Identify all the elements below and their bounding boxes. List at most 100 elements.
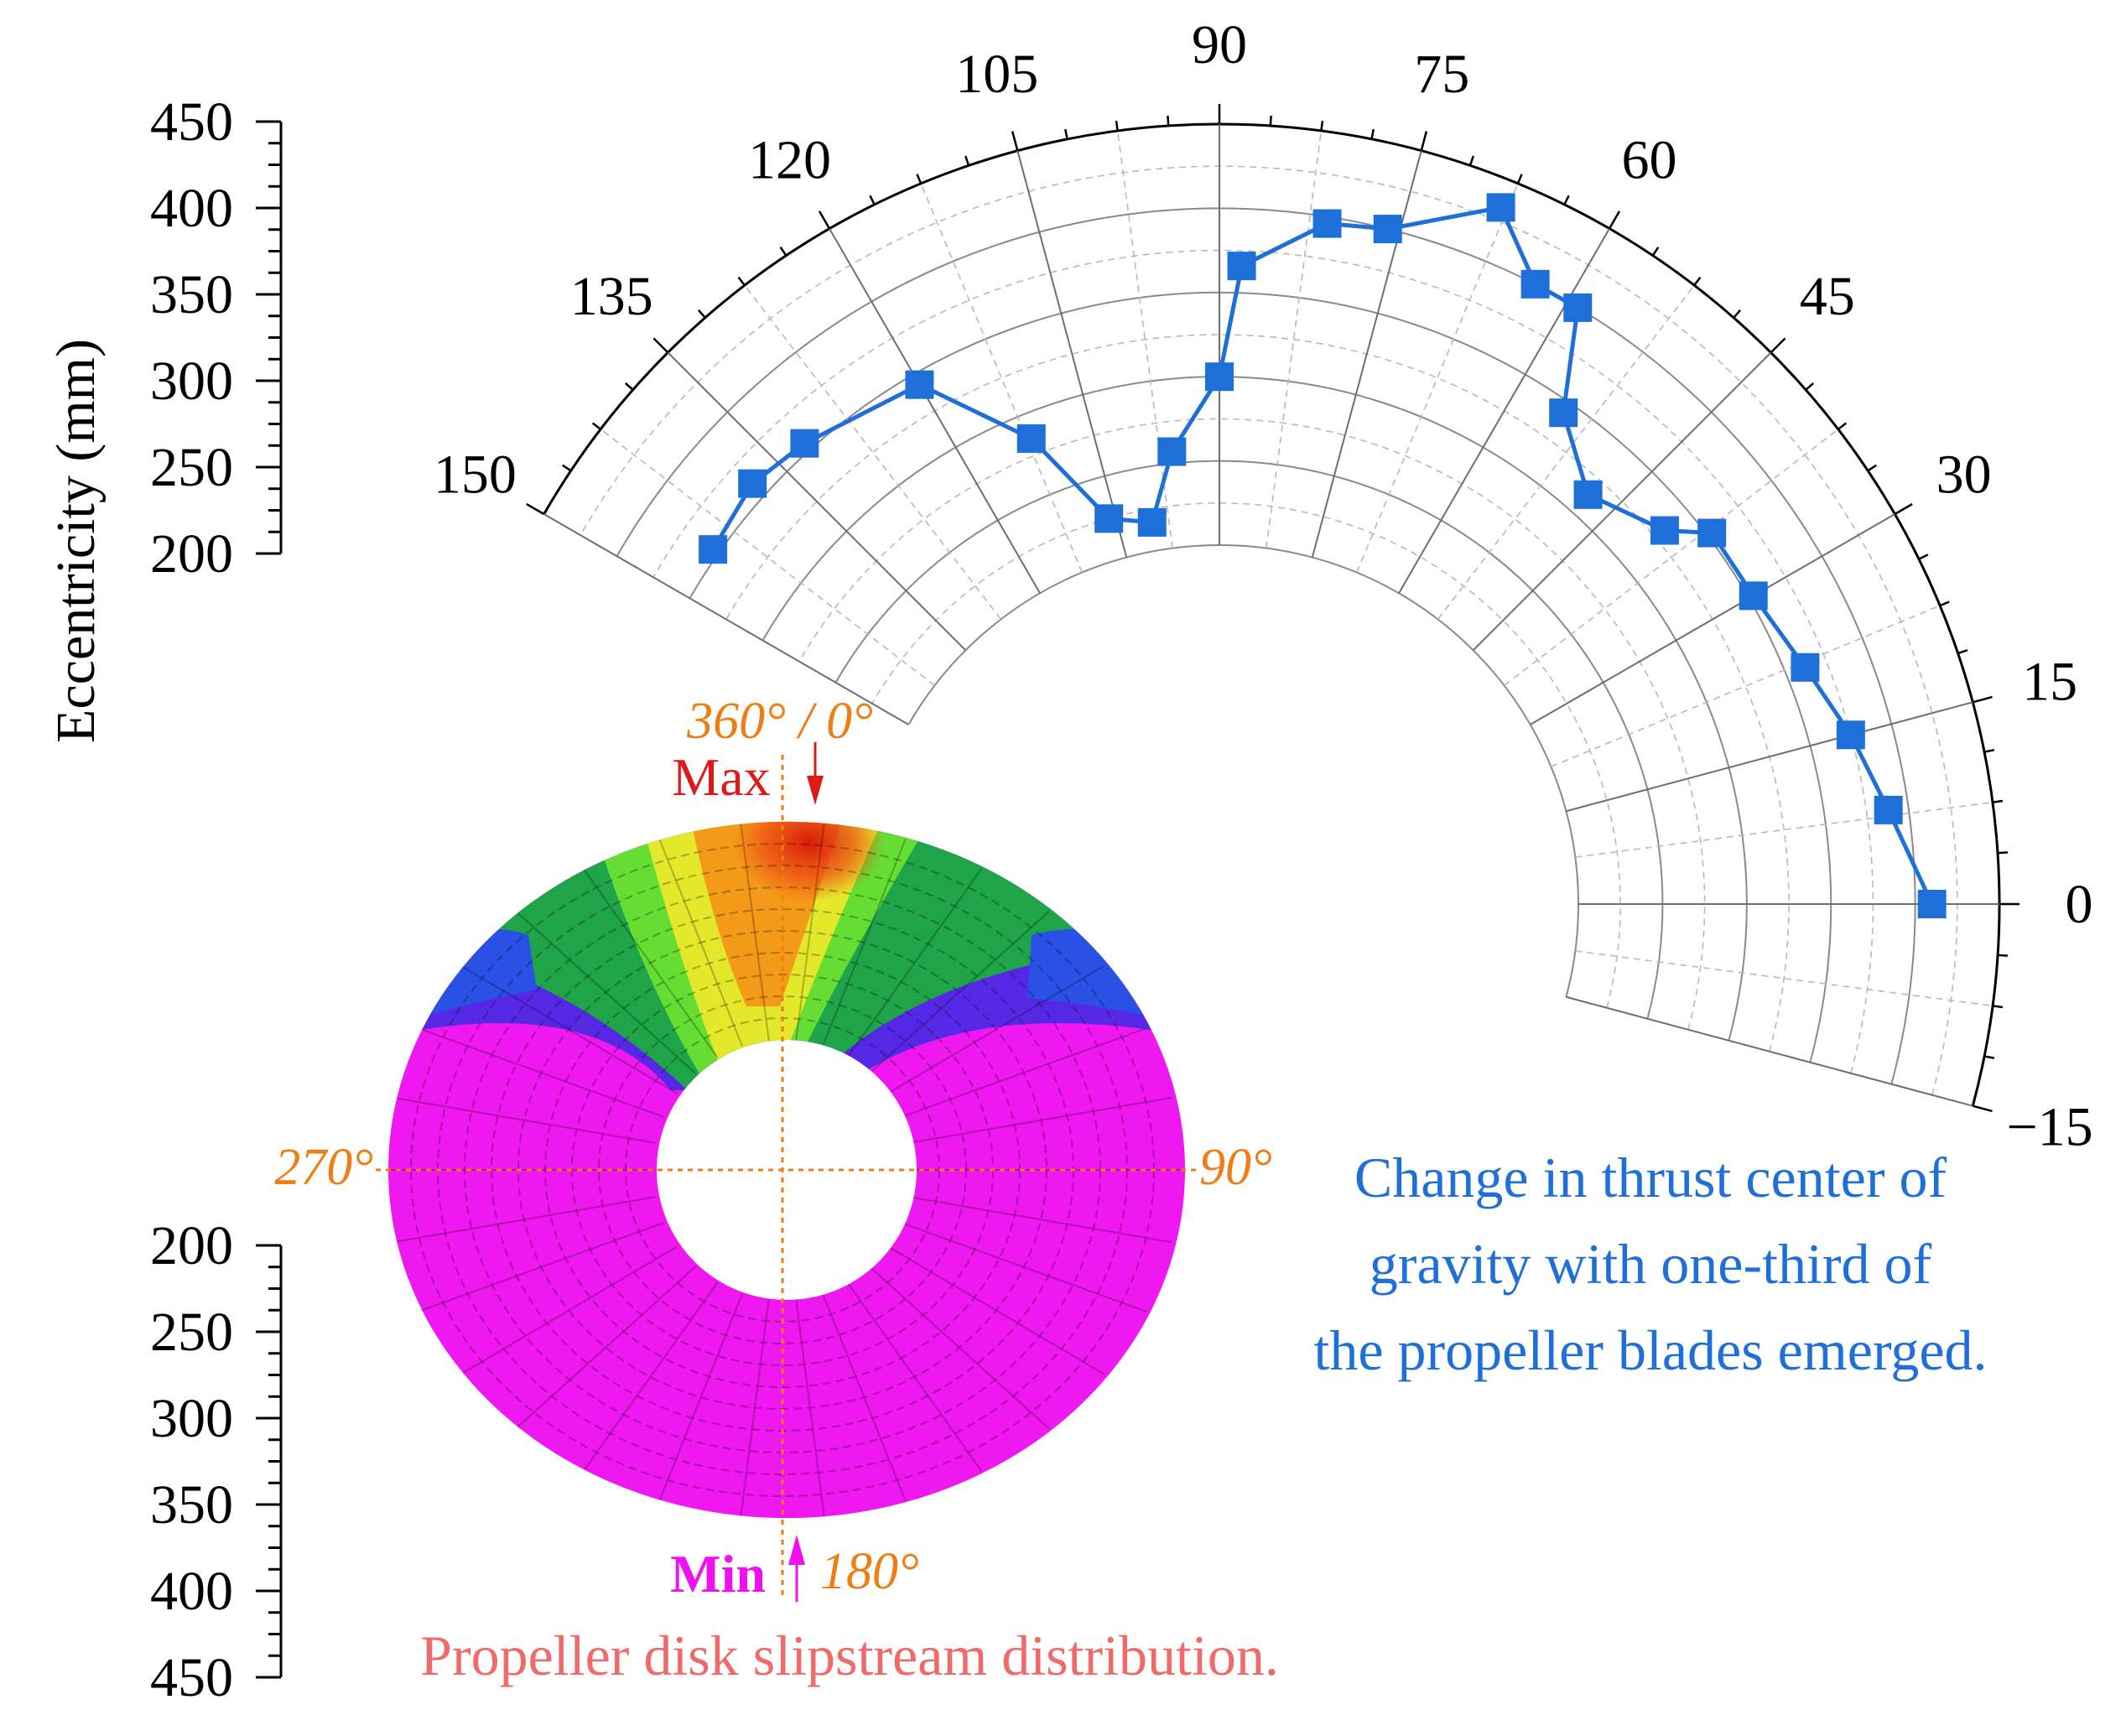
disk-top-angle: 360° / 0° (686, 693, 873, 750)
polar-grid-spoke (543, 513, 909, 725)
data-point-marker (1313, 209, 1342, 238)
disk-mesh-spoke (901, 1222, 1147, 1312)
data-point-marker (1486, 193, 1515, 222)
data-point-marker (1697, 518, 1727, 548)
polar-outer-tick (1733, 309, 1742, 319)
disk-mesh-spoke (515, 910, 696, 1074)
data-point-marker (1549, 398, 1578, 428)
lower-axis-ticks (256, 1244, 281, 1679)
polar-grid-arc (725, 334, 1790, 1052)
polar-outer-tick (1651, 247, 1660, 257)
polar-outer-tick (591, 422, 601, 430)
polar-outer-tick (1167, 115, 1170, 127)
disk-mesh-spoke (909, 1096, 1172, 1144)
polar-outer-tick (1516, 174, 1523, 185)
min-label: Min (670, 1544, 766, 1603)
r-tick-label-lower-4: 400 (150, 1561, 233, 1622)
max-label: Max (672, 747, 770, 807)
polar-outer-tick (1972, 695, 1993, 704)
polar-outer-tick (1983, 748, 1995, 753)
polar-outer-tick (1939, 600, 1950, 607)
theta-tick-label: 45 (1800, 266, 1855, 327)
data-point-marker (1227, 252, 1256, 281)
theta-tick-label: −15 (2006, 1096, 2092, 1157)
data-point-marker (1373, 215, 1402, 244)
disk-mesh-spoke (821, 1293, 907, 1502)
data-point-marker (1205, 362, 1234, 392)
polar-grid-arc (798, 418, 1706, 1030)
disk-right-angle: 90° (1199, 1139, 1272, 1196)
disk-mesh-spoke (740, 824, 770, 1041)
r-tick-label-upper-1: 250 (150, 437, 233, 498)
disk-mesh-spoke (795, 824, 825, 1041)
r-tick-label-upper-3: 350 (150, 264, 233, 325)
disk-caption: Propeller disk slipstream distribution. (420, 1624, 1279, 1687)
polar-grid-spoke (1398, 228, 1610, 594)
disk-mesh-spoke (582, 868, 719, 1058)
data-point-marker (1137, 507, 1167, 537)
polar-outer-tick (1992, 799, 2004, 803)
r-tick-label-upper-0: 200 (150, 523, 233, 585)
polar-outer-tick (562, 464, 572, 472)
polar-outer-tick (1320, 120, 1324, 132)
polar-outer-tick (1805, 382, 1815, 391)
theta-tick-label: 135 (570, 266, 653, 327)
polar-grid-spoke (1530, 513, 1895, 725)
data-point-marker (1874, 795, 1903, 824)
polar-outer-tick (1563, 195, 1570, 205)
polar-outer-tick (1972, 1104, 1993, 1113)
polar-grid-spoke (1551, 605, 1941, 767)
disk-mesh-spoke (515, 1266, 696, 1430)
polar-grid-spoke (1266, 130, 1323, 548)
theta-tick-label: 120 (748, 129, 831, 190)
data-point-marker (1917, 890, 1947, 918)
min-arrow-head (788, 1535, 805, 1565)
disk-mesh-spoke (846, 1281, 983, 1472)
disk-mesh-spoke (392, 1196, 656, 1244)
data-point-marker (1650, 516, 1679, 545)
theta-tick-label: 90 (1192, 14, 1247, 75)
series-line (710, 205, 1934, 906)
theta-tick-label: 60 (1622, 129, 1677, 190)
polar-outer-tick (1770, 337, 1786, 354)
theta-tick-label: 30 (1936, 444, 1992, 506)
disk-mesh-spoke (869, 1266, 1050, 1430)
disk-mesh-ring (598, 995, 967, 1344)
r-tick-label-lower-3: 350 (150, 1474, 233, 1536)
polar-outer-tick (1867, 464, 1877, 472)
y-axis-title: Eccentricity (mm) (45, 339, 107, 743)
polar-grid-arc (871, 502, 1622, 1008)
data-point-marker (1563, 293, 1593, 322)
theta-tick-labels: −15 0 15 30 45 60 75 90 105 120 135 150 (434, 14, 2093, 1157)
disk-mesh-spoke (846, 868, 983, 1058)
series-layer (699, 193, 1947, 918)
data-point-marker (790, 429, 819, 458)
disk-left-angle: 270° (274, 1139, 373, 1196)
disk-mesh-spoke (909, 1196, 1172, 1244)
series-caption-line-1: Change in thrust center of (1354, 1146, 1947, 1209)
theta-tick-label: 75 (1414, 44, 1469, 105)
max-arrow-head (807, 776, 824, 805)
r-tick-label-lower-1: 250 (150, 1302, 233, 1363)
data-point-marker (1094, 504, 1124, 533)
polar-outer-tick (1894, 502, 1913, 516)
polar-grid-spoke (1016, 150, 1128, 558)
data-point-marker (699, 535, 728, 564)
lower-radial-axis: 200 250 300 350 400 450 (150, 1215, 283, 1708)
disk-mesh-spoke (658, 1293, 744, 1502)
upper-radial-axis: 200 250 300 350 400 450 Eccentricity (mm… (45, 91, 283, 743)
series-caption-line-2: gravity with one-third of (1370, 1232, 1932, 1296)
polar-outer-tick (869, 195, 876, 205)
disk-mesh-spoke (658, 838, 744, 1047)
data-point-marker (1016, 424, 1046, 453)
polar-grid (526, 104, 2019, 1113)
data-point-marker (1157, 437, 1187, 466)
disk-mesh-spoke (886, 964, 1105, 1094)
disk-mesh-spoke (901, 1027, 1147, 1118)
disk-mesh-spoke (392, 1096, 656, 1144)
data-point-marker (1836, 720, 1865, 750)
polar-outer-tick (1918, 554, 1929, 560)
upper-axis-ticks (256, 120, 281, 555)
polar-outer-tick (1420, 131, 1428, 152)
data-point-marker (905, 370, 934, 399)
